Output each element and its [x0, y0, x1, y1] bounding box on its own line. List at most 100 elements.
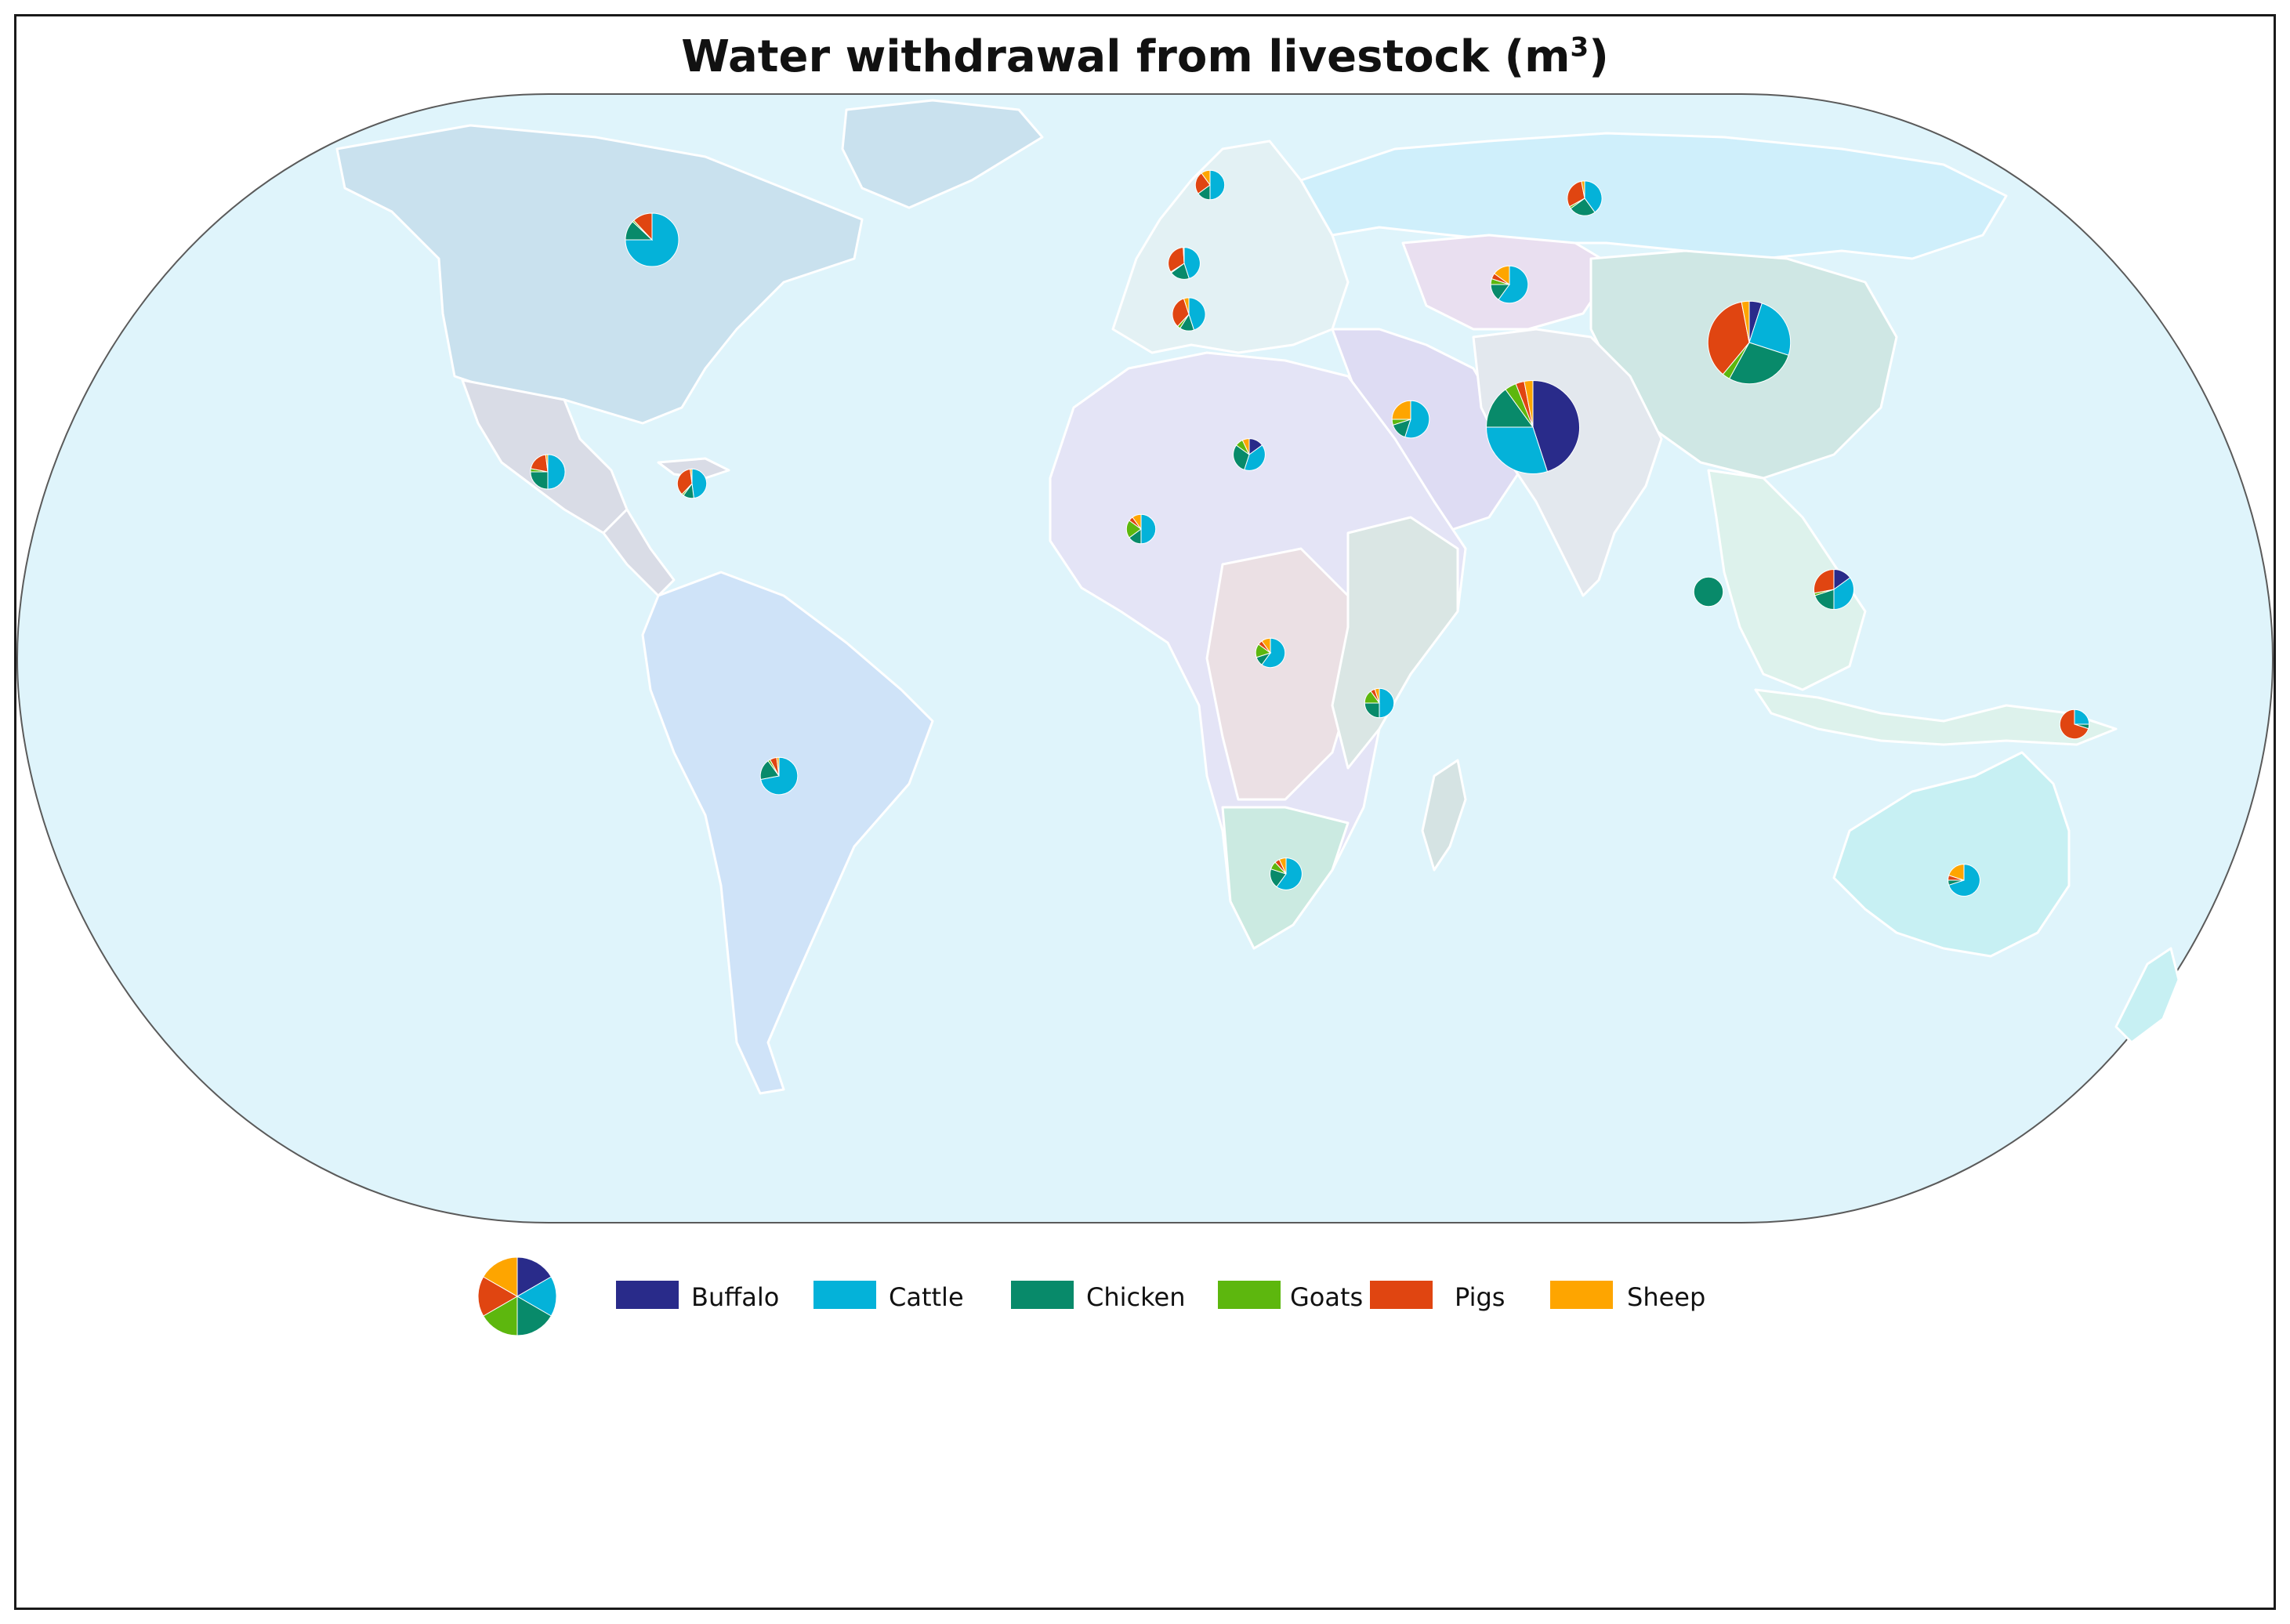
legend-sample-buffalo-slice	[516, 1256, 552, 1297]
pie-southern-europe-sheep-slice	[1183, 297, 1190, 315]
pie-southeast-asia-cattle-slice	[1833, 577, 1854, 611]
pie-russia	[1567, 180, 1603, 216]
pie-western-europe-cattle-slice	[1183, 247, 1201, 280]
landmasses	[335, 99, 2180, 1095]
legend-label-pigs: Pigs	[1455, 1282, 1505, 1312]
pie-mexico-sheep-slice	[545, 454, 549, 473]
southeast-asia-shape	[1707, 469, 1867, 691]
pie-southeast-asia	[1814, 568, 1854, 611]
pie-china-sheep-slice	[1741, 300, 1750, 343]
pie-mexico-cattle-slice	[547, 454, 566, 490]
pie-caribbean	[676, 468, 708, 499]
pie-indian-ocean-islands-chicken-slice	[1693, 576, 1724, 607]
caribbean-shape	[657, 457, 730, 480]
legend-label-buffalo: Buffalo	[691, 1282, 779, 1312]
australia-shape	[1832, 751, 2071, 958]
pie-brazil	[759, 756, 799, 796]
madagascar-shape	[1421, 759, 1467, 872]
legend-swatch-buffalo	[616, 1281, 679, 1309]
legend-sample-pie	[477, 1256, 557, 1336]
legend-swatch-cattle	[813, 1281, 876, 1309]
legend-sample-goats-slice	[483, 1296, 518, 1336]
legend-label-goats: Goats	[1290, 1282, 1363, 1312]
legend-sample-pigs-slice	[477, 1276, 518, 1317]
pie-north-africa-chicken-slice	[1233, 444, 1250, 471]
north-america-shape	[335, 124, 864, 425]
legend-swatch-chicken	[1011, 1281, 1074, 1309]
pie-central-asia-sheep-slice	[1494, 265, 1510, 285]
pie-scandinavia-cattle-slice	[1209, 169, 1226, 201]
pie-north-africa-cattle-slice	[1244, 444, 1266, 471]
pie-papua-new-guinea-cattle-slice	[2074, 709, 2090, 725]
pie-central-africa-cattle-slice	[1261, 637, 1286, 669]
legend-label-sheep: Sheep	[1627, 1282, 1705, 1312]
pie-south-asia	[1485, 379, 1581, 475]
map-frame	[14, 14, 2276, 1610]
pie-south-asia-buffalo-slice	[1532, 379, 1581, 473]
pie-south-asia-chicken-slice	[1485, 389, 1534, 428]
pie-china-pigs-slice	[1707, 301, 1750, 375]
pie-east-africa-sheep-slice	[1374, 687, 1380, 704]
pie-mexico-chicken-slice	[530, 471, 549, 490]
pie-scandinavia-sheep-slice	[1201, 169, 1211, 187]
pie-caribbean-cattle-slice	[691, 468, 708, 499]
indonesia-shape	[1754, 688, 2118, 746]
pie-russia-sheep-slice	[1581, 180, 1585, 199]
legend-items: Buffalo Cattle Chicken Goats Pigs Sheep	[616, 1281, 1705, 1312]
pie-caribbean-pigs-slice	[676, 468, 693, 495]
pie-china	[1707, 300, 1792, 385]
pie-oceania-sheep-slice	[1948, 864, 1965, 881]
pie-western-europe	[1168, 247, 1201, 280]
legend-sample-sheep-slice	[483, 1256, 518, 1297]
pie-central-asia-cattle-slice	[1498, 265, 1529, 304]
central-america-shape	[602, 508, 676, 597]
pie-east-africa	[1364, 687, 1395, 719]
legend-sample-cattle-slice	[516, 1276, 557, 1317]
pie-caribbean-sheep-slice	[690, 468, 693, 484]
pie-russia-cattle-slice	[1584, 180, 1603, 213]
pie-brazil-sheep-slice	[776, 756, 780, 777]
map-title: Water withdrawal from livestock (m3)	[681, 31, 1609, 82]
pie-southern-europe-cattle-slice	[1188, 297, 1206, 331]
pie-middle-east	[1391, 400, 1430, 439]
pie-south-asia-cattle-slice	[1485, 426, 1549, 475]
east-africa-shape	[1331, 516, 1459, 770]
pie-russia-pigs-slice	[1567, 180, 1585, 208]
pie-southern-europe-pigs-slice	[1172, 298, 1190, 328]
legend-swatch-pigs	[1370, 1281, 1433, 1309]
pie-western-europe-pigs-slice	[1168, 247, 1185, 273]
pie-north-america-pigs-slice	[633, 212, 653, 241]
pie-north-africa	[1233, 438, 1266, 471]
legend: Buffalo Cattle Chicken Goats Pigs Sheep	[477, 1256, 1705, 1336]
pie-central-africa-sheep-slice	[1261, 637, 1271, 654]
pie-west-africa-sheep-slice	[1132, 513, 1142, 531]
pie-west-africa	[1125, 513, 1157, 545]
pie-middle-east-sheep-slice	[1391, 400, 1411, 420]
pie-southern-africa-sheep-slice	[1278, 857, 1287, 875]
legend-sample-chicken-slice	[516, 1296, 552, 1336]
pie-scandinavia	[1194, 169, 1226, 201]
pie-north-america	[625, 212, 679, 267]
pie-china-chicken-slice	[1728, 342, 1789, 385]
south-america-shape	[641, 571, 934, 1095]
pie-southern-africa	[1270, 857, 1303, 890]
pie-papua-new-guinea	[2059, 709, 2090, 740]
pie-mexico	[530, 454, 566, 490]
pie-southern-europe	[1172, 297, 1206, 332]
pie-south-asia-sheep-slice	[1524, 379, 1534, 428]
pie-scandinavia-pigs-slice	[1194, 172, 1211, 194]
pie-east-africa-chicken-slice	[1364, 702, 1380, 719]
greenland-shape	[841, 99, 1044, 209]
pie-southern-africa-cattle-slice	[1276, 857, 1303, 890]
pie-oceania	[1948, 864, 1980, 897]
pie-indian-ocean-islands	[1693, 576, 1724, 607]
legend-label-cattle: Cattle	[889, 1282, 964, 1312]
pie-southeast-asia-pigs-slice	[1814, 568, 1835, 594]
pie-central-africa	[1255, 637, 1286, 669]
pie-east-africa-cattle-slice	[1379, 687, 1395, 719]
central-africa-shape	[1205, 547, 1357, 801]
legend-label-chicken: Chicken	[1086, 1282, 1185, 1312]
region-pies	[530, 169, 2090, 897]
pie-west-africa-cattle-slice	[1140, 513, 1157, 545]
